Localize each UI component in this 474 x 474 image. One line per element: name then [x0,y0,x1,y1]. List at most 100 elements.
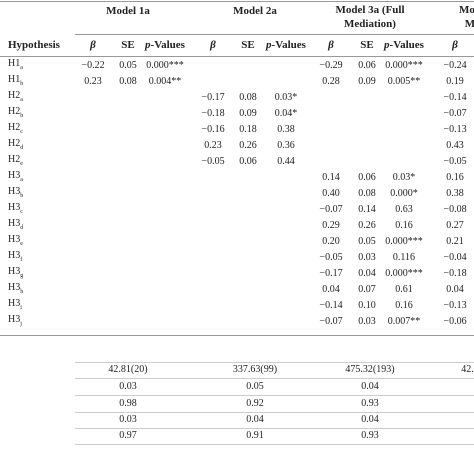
cell: 0.07 [358,284,376,295]
cell: −0.13 [443,300,467,311]
hypothesis-sub: e [20,161,23,167]
hypothesis-sub: h [20,289,24,295]
cell: 0.21 [446,236,464,247]
header-italic: β [328,39,334,51]
hypothesis: H2a [8,90,23,106]
rule [75,412,474,413]
model-title-text: Model 3a (Full [335,4,405,16]
fit-value: 42.8 [461,364,474,375]
header-italic: β [452,39,458,51]
column-header: p-Values [384,39,424,51]
header-text: -Values [271,39,306,51]
model-title: Model 3a (Full [335,4,404,16]
model-title: Model 2a [233,5,277,17]
fit-value: 0.91 [246,430,264,441]
column-header: Hypothesis [8,39,60,51]
hypothesis-label: H3 [8,266,21,277]
cell: −0.05 [201,156,225,167]
cell: 0.23 [204,140,222,151]
rule [75,428,474,429]
hypothesis-label: H3 [8,314,21,325]
model-title-text: Mod [459,4,474,16]
column-header: SE [121,39,134,51]
cell: 0.04* [274,108,298,119]
hypothesis-sub: i [20,305,22,311]
cell: 0.04 [446,284,464,295]
cell: 0.08 [119,76,137,87]
hypothesis-sub: a [20,97,23,103]
cell: 0.06 [358,172,376,183]
header-italic: p [145,39,151,51]
hypothesis-label: H2 [8,122,21,133]
cell: 0.36 [277,140,295,151]
hypothesis: H3g [8,266,23,282]
fit-value: 0.04 [361,381,379,392]
hypothesis-label: H3 [8,234,21,245]
cell: −0.08 [443,204,467,215]
hypothesis: H3h [8,282,23,298]
header-italic: β [90,39,96,51]
cell: 0.08 [239,92,257,103]
hypothesis-label: H3 [8,282,21,293]
column-header: β [90,39,96,51]
header-italic: p [384,39,390,51]
cell: −0.14 [443,92,467,103]
column-header: β [210,39,216,51]
cell: −0.07 [319,204,343,215]
cell: 0.05 [119,60,137,71]
cell: 0.29 [322,220,340,231]
cell: 0.26 [358,220,376,231]
column-header: p-Values [145,39,185,51]
cell: −0.16 [201,124,225,135]
cell: 0.09 [358,76,376,87]
hypothesis: H2c [8,122,23,138]
cell: 0.06 [358,60,376,71]
cell: 0.03* [392,172,416,183]
cell: −0.29 [319,60,343,71]
hypothesis-label: H2 [8,154,21,165]
cell: −0.14 [319,300,343,311]
fit-value: 0.98 [119,398,137,409]
cell: 0.000*** [385,268,423,279]
hypothesis: H2d [8,138,23,154]
cell: −0.22 [81,60,105,71]
hypothesis-sub: c [20,209,23,215]
hypothesis-label: H3 [8,218,21,229]
cell: 0.16 [395,220,413,231]
header-italic: β [210,39,216,51]
cell: 0.38 [446,188,464,199]
hypothesis-label: H1 [8,74,21,85]
cell: −0.13 [443,124,467,135]
hypothesis-sub: b [20,113,24,119]
rule [75,34,474,35]
model-title: Model 1a [106,5,150,17]
fit-value: 0.93 [361,398,379,409]
cell: 0.05 [358,236,376,247]
hypothesis-sub: d [20,225,24,231]
hypothesis-label: H1 [8,58,21,69]
cell: 0.18 [239,124,257,135]
header-text: Hypothesis [8,39,60,51]
hypothesis: H3e [8,234,23,250]
cell: 0.28 [322,76,340,87]
cell: 0.61 [395,284,413,295]
cell: −0.04 [443,252,467,263]
model-title-text: Mediation) [344,18,396,30]
hypothesis-sub: f [20,257,23,263]
fit-value: 0.92 [246,398,264,409]
cell: 0.43 [446,140,464,151]
cell: −0.06 [443,316,467,327]
fit-value: 475.32(193) [345,364,395,375]
fit-value: 42.81(20) [108,364,148,375]
header-italic: p [266,39,272,51]
hypothesis-label: H2 [8,138,21,149]
cell: 0.000* [390,188,418,199]
hypothesis-label: H3 [8,298,21,309]
cell: 0.04 [322,284,340,295]
fit-value: 0.04 [246,414,264,425]
cell: −0.05 [443,156,467,167]
cell: 0.03* [274,92,298,103]
cell: 0.14 [322,172,340,183]
cell: 0.004** [148,76,182,87]
